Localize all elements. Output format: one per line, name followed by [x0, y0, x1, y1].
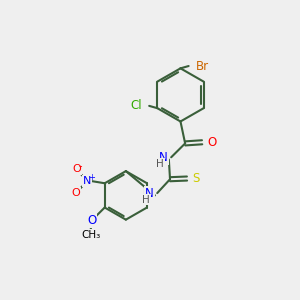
Text: N: N [83, 176, 92, 186]
Text: O: O [72, 188, 80, 198]
Text: CH₃: CH₃ [81, 230, 100, 240]
Text: +: + [88, 173, 95, 182]
Text: Br: Br [196, 59, 209, 73]
Text: S: S [193, 172, 200, 185]
Text: Cl: Cl [130, 99, 142, 112]
Text: O: O [208, 136, 217, 149]
Text: O: O [72, 164, 81, 174]
Text: H: H [156, 159, 164, 169]
Text: N: N [145, 187, 154, 200]
Text: N: N [159, 151, 168, 164]
Text: H: H [142, 194, 150, 205]
Text: O: O [87, 214, 97, 227]
Text: -: - [79, 161, 83, 171]
